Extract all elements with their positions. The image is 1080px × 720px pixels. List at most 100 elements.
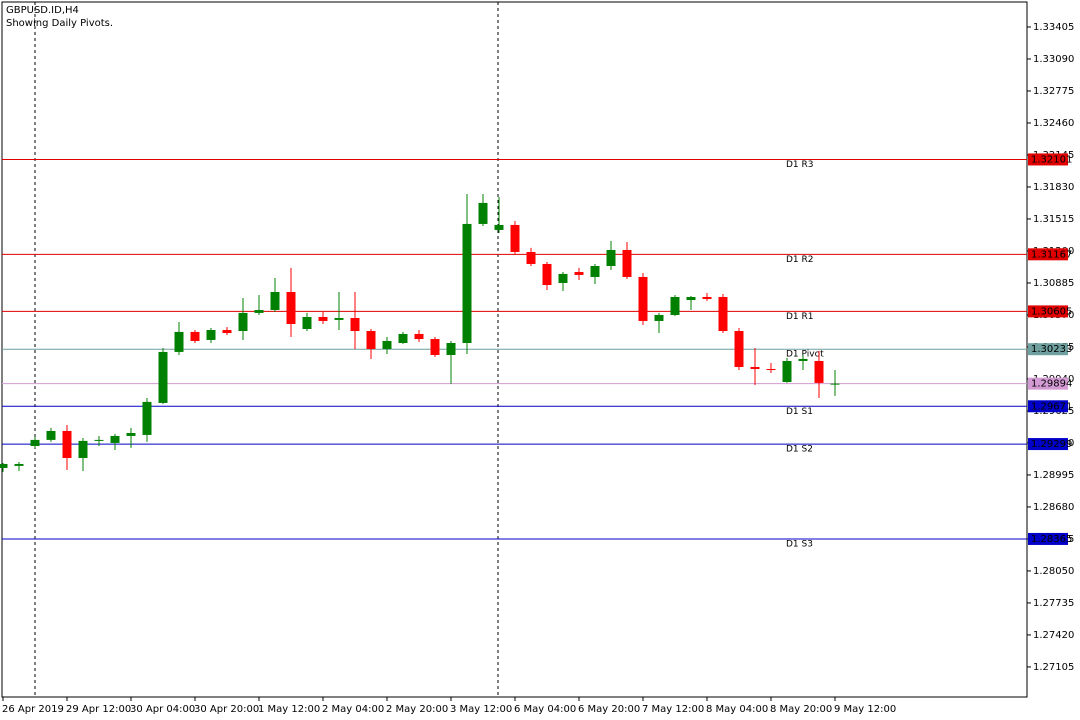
price-label: 1.31167 — [1031, 249, 1072, 260]
pivot-label: D1 R1 — [786, 312, 814, 322]
candle-body — [94, 439, 104, 441]
candle-body — [670, 296, 680, 315]
candle-body — [206, 329, 216, 340]
candle-body — [654, 314, 664, 321]
candle-body — [366, 331, 376, 349]
candle-body — [606, 249, 616, 267]
candle-body — [702, 296, 712, 300]
candle-body — [462, 223, 472, 343]
candle-body — [318, 316, 328, 321]
price-label-bg — [1028, 343, 1068, 356]
candle-body — [686, 296, 696, 301]
price-label: 1.29299 — [1031, 439, 1072, 450]
y-tick-label: 1.30885 — [1033, 278, 1074, 289]
price-label-bg — [1028, 248, 1068, 261]
price-label-bg — [1028, 400, 1068, 413]
candle-body — [238, 312, 248, 332]
candle-body — [814, 360, 824, 383]
candle-body — [222, 329, 232, 334]
candle-body — [590, 266, 600, 277]
candle-body — [398, 333, 408, 343]
candle-body — [446, 342, 456, 355]
candle-body — [286, 292, 296, 325]
y-tick-label: 1.32775 — [1033, 86, 1074, 97]
x-tick-label: 6 May 20:00 — [578, 704, 640, 715]
price-label-bg — [1028, 438, 1068, 451]
y-tick-label: 1.28680 — [1033, 502, 1074, 513]
candle-body — [14, 463, 24, 466]
candle-body — [782, 360, 792, 383]
x-tick-label: 3 May 12:00 — [450, 704, 512, 715]
pivot-label: D1 S3 — [786, 539, 813, 549]
x-tick-label: 8 May 20:00 — [770, 704, 832, 715]
candle-body — [414, 333, 424, 340]
price-label: 1.29671 — [1031, 401, 1072, 412]
x-tick-label: 2 May 20:00 — [386, 704, 448, 715]
candle-body — [766, 369, 776, 371]
x-tick-label: 30 Apr 04:00 — [130, 704, 195, 715]
x-tick-label: 26 Apr 2019 — [2, 704, 64, 715]
candle-body — [302, 316, 312, 329]
candle-body — [478, 202, 488, 224]
x-tick-label: 30 Apr 20:00 — [194, 704, 259, 715]
candle-body — [174, 331, 184, 352]
chart-subtitle: Showing Daily Pivots. — [6, 18, 113, 29]
pivot-label: D1 R2 — [786, 255, 814, 265]
pivot-label: D1 R3 — [786, 160, 814, 170]
candle-body — [62, 430, 72, 458]
candle-body — [0, 463, 8, 468]
y-tick-label: 1.33090 — [1033, 54, 1074, 65]
candle-body — [558, 273, 568, 283]
candle-body — [574, 271, 584, 275]
price-label-bg — [1028, 153, 1068, 166]
candle-body — [110, 435, 120, 443]
x-tick-label: 8 May 04:00 — [706, 704, 768, 715]
candle-body — [158, 351, 168, 403]
candle-body — [46, 430, 56, 440]
x-tick-label: 29 Apr 12:00 — [66, 704, 131, 715]
price-label-bg — [1028, 377, 1068, 390]
y-tick-label: 1.28050 — [1033, 566, 1074, 577]
candle-body — [718, 296, 728, 332]
y-tick-label: 1.33405 — [1033, 22, 1074, 33]
candle-body — [270, 292, 280, 310]
candle-body — [190, 331, 200, 341]
pivot-label: D1 S2 — [786, 445, 813, 455]
y-tick-label: 1.31515 — [1033, 214, 1074, 225]
x-tick-label: 2 May 04:00 — [322, 704, 384, 715]
candle-body — [734, 331, 744, 367]
candle-body — [510, 224, 520, 252]
candle-body — [126, 432, 136, 436]
candle-body — [542, 263, 552, 285]
candle-body — [622, 249, 632, 277]
price-label: 1.30605 — [1031, 306, 1072, 317]
x-tick-label: 6 May 04:00 — [514, 704, 576, 715]
price-label: 1.30233 — [1031, 344, 1072, 355]
candle-body — [382, 340, 392, 349]
candle-body — [494, 224, 504, 230]
chart-title: GBPUSD.ID,H4 — [6, 5, 79, 16]
candle-body — [798, 358, 808, 361]
y-tick-label: 1.27735 — [1033, 598, 1074, 609]
price-label: 1.32101 — [1031, 154, 1072, 165]
candle-body — [526, 251, 536, 264]
candle-body — [350, 318, 360, 332]
pivot-label: D1 Pivot — [786, 350, 824, 360]
pivot-label: D1 S1 — [786, 407, 813, 417]
y-tick-label: 1.31830 — [1033, 182, 1074, 193]
x-tick-label: 1 May 12:00 — [258, 704, 320, 715]
candle-body — [750, 366, 760, 370]
candle-body — [254, 309, 264, 313]
candle-body — [830, 383, 840, 385]
y-tick-label: 1.28995 — [1033, 470, 1074, 481]
price-label: 1.28365 — [1031, 534, 1072, 545]
price-label: 1.29894 — [1031, 379, 1072, 390]
y-tick-label: 1.27105 — [1033, 662, 1074, 673]
candle-body — [30, 439, 40, 446]
y-tick-label: 1.32460 — [1033, 118, 1074, 129]
price-label-bg — [1028, 532, 1068, 545]
candle-body — [78, 440, 88, 458]
candle-body — [334, 318, 344, 320]
x-tick-label: 7 May 12:00 — [642, 704, 704, 715]
